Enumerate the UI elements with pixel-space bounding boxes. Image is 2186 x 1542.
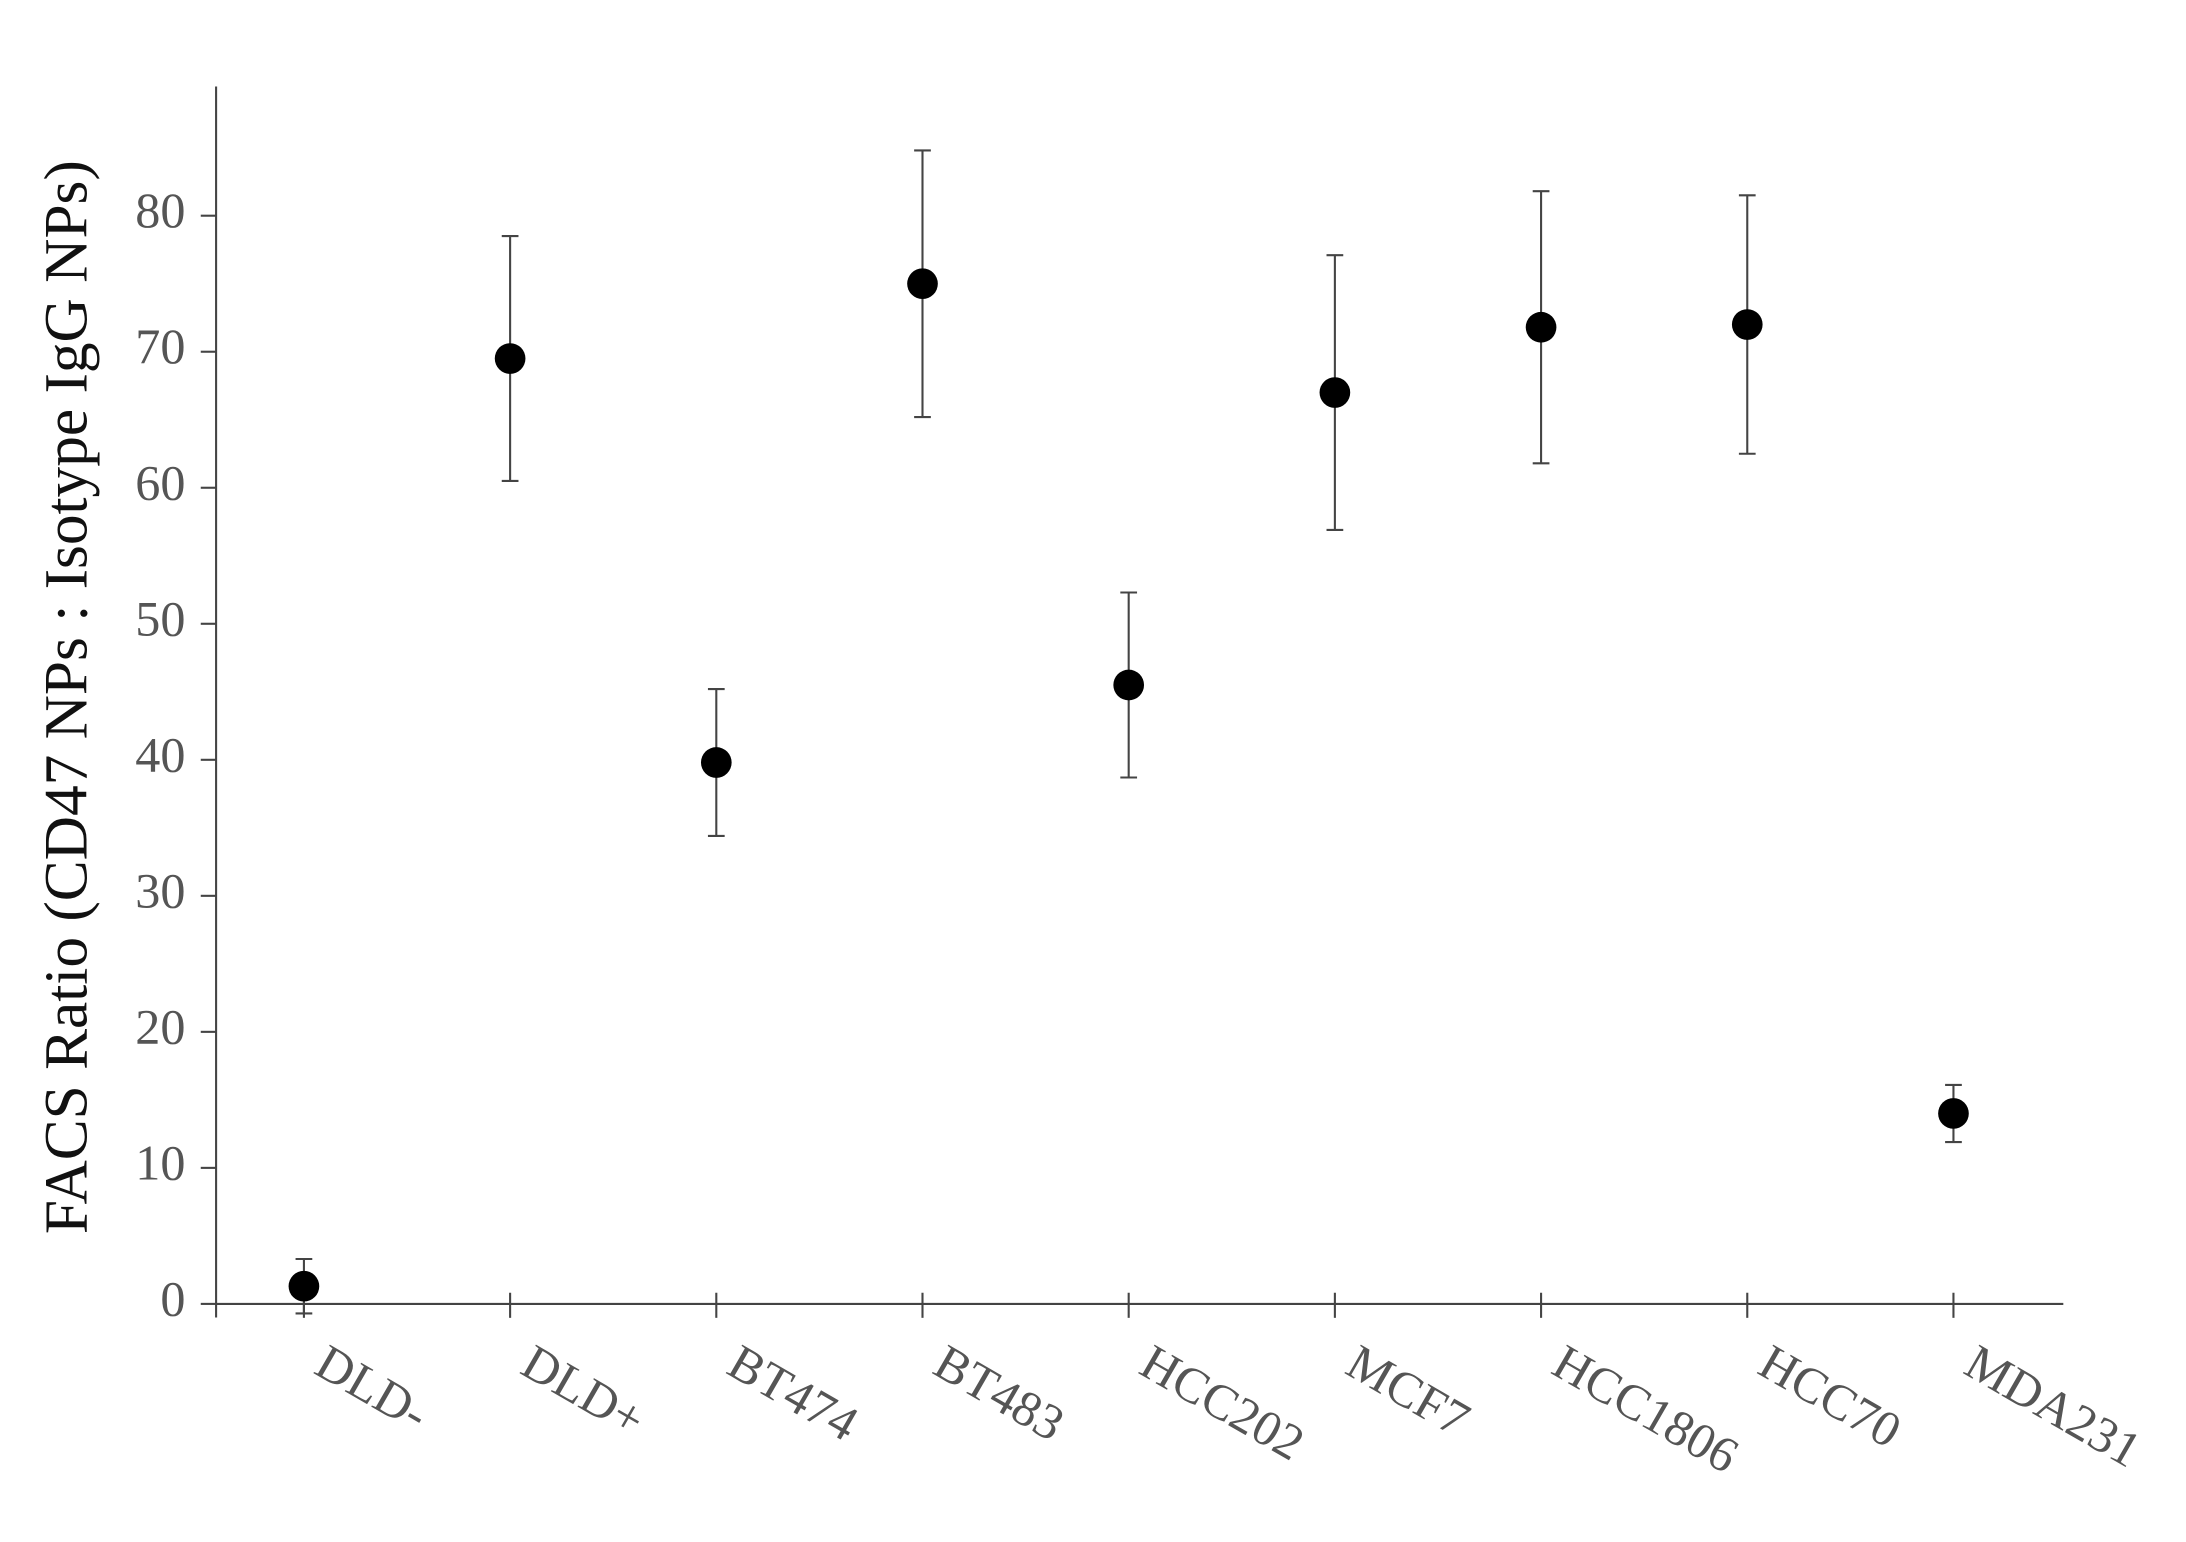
y-tick-label: 50 [135, 590, 185, 646]
dot [1525, 311, 1557, 343]
y-tick-label: 10 [135, 1134, 185, 1190]
x-tick-label: HCC1806 [1544, 1333, 1748, 1483]
x-tick-label: DLD- [307, 1333, 439, 1441]
x-tick-label: HCC70 [1750, 1333, 1911, 1458]
dot [494, 343, 526, 374]
dot [1319, 377, 1351, 408]
dot [288, 1270, 320, 1302]
y-tick-label: 70 [135, 318, 185, 374]
y-axis-label: FACS Ratio (CD47 NPs : Isotype IgG NPs) [33, 160, 101, 1234]
y-tick-label: 60 [135, 454, 185, 510]
y-tick-label: 80 [135, 182, 185, 238]
y-tick-label: 0 [160, 1270, 185, 1326]
y-tick-label: 40 [135, 726, 185, 782]
x-tick-label: BT474 [719, 1333, 868, 1451]
x-tick-label: HCC202 [1131, 1333, 1314, 1471]
x-tick-label: DLD+ [513, 1333, 655, 1447]
dot [1113, 669, 1145, 701]
x-tick-label: MCF7 [1338, 1333, 1480, 1447]
x-tick-label: BT483 [925, 1333, 1074, 1451]
dot [907, 268, 938, 300]
y-tick-label: 30 [135, 862, 185, 918]
y-tick-label: 20 [135, 998, 185, 1054]
dot [700, 747, 732, 778]
dot [1731, 309, 1763, 340]
dot [1938, 1098, 1969, 1129]
x-tick-label: MDA231 [1956, 1333, 2151, 1478]
